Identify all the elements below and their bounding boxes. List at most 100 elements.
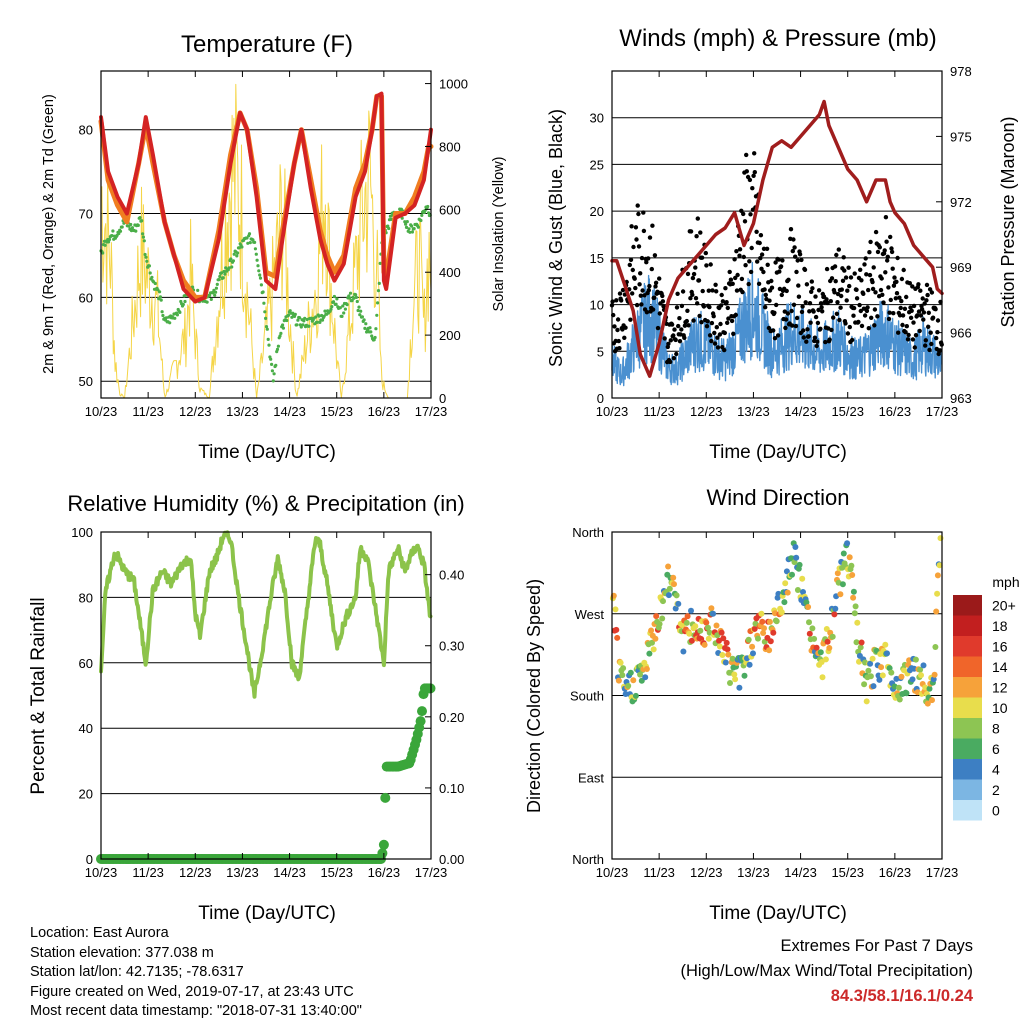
gust-point <box>894 291 900 296</box>
gust-point <box>878 287 884 293</box>
dewpoint-point <box>426 211 431 215</box>
gust-point <box>780 258 785 263</box>
direction-point <box>761 625 767 632</box>
gust-point <box>897 313 903 318</box>
gust-point <box>799 309 805 315</box>
y-tick-label: 70 <box>79 207 93 222</box>
legend-label: 8 <box>992 720 1000 736</box>
gust-point <box>718 303 724 308</box>
gust-point <box>644 310 650 315</box>
gust-point <box>631 244 636 250</box>
dewpoint-point <box>254 252 258 256</box>
dewpoint-point <box>301 323 305 327</box>
gust-point <box>640 288 645 293</box>
dewpoint-point <box>266 337 270 341</box>
dewpoint-point <box>404 225 409 229</box>
dewpoint-point <box>145 259 149 263</box>
gust-point <box>778 264 784 269</box>
dewpoint-point <box>205 300 209 304</box>
direction-point <box>773 618 780 625</box>
direction-point <box>708 605 715 612</box>
dewpoint-point <box>314 315 318 319</box>
direction-point <box>909 676 916 683</box>
gust-point <box>901 267 906 273</box>
dewpoint-point <box>209 297 213 301</box>
gust-point <box>873 229 879 235</box>
dewpoint-point <box>221 276 225 280</box>
dewpoint-point <box>307 324 311 328</box>
gust-point <box>795 258 800 263</box>
direction-point <box>705 635 712 642</box>
x-tick-label: 13/23 <box>226 404 259 419</box>
gust-point <box>612 324 617 329</box>
gust-point <box>910 337 916 342</box>
direction-point <box>926 685 933 692</box>
direction-point <box>719 652 726 658</box>
dewpoint-point <box>101 251 105 255</box>
direction-point <box>794 587 801 593</box>
y-tick-label: 60 <box>79 290 93 305</box>
direction-point <box>840 550 847 557</box>
gust-point <box>916 282 921 287</box>
gust-point <box>928 330 933 335</box>
y2-tick-label: 0.10 <box>439 781 464 796</box>
gust-point <box>838 305 843 310</box>
dewpoint-point <box>118 229 123 233</box>
x-tick-label: 15/23 <box>320 865 353 880</box>
gust-point <box>740 289 745 295</box>
gust-point <box>734 288 740 293</box>
dewpoint-point <box>214 290 218 294</box>
gust-point <box>630 267 635 273</box>
x-tick-label: 10/23 <box>596 404 629 419</box>
direction-point <box>627 669 634 676</box>
direction-point <box>829 633 836 640</box>
gust-point <box>632 276 637 281</box>
gust-point <box>619 298 624 303</box>
gust-point <box>744 169 749 174</box>
gust-point <box>816 288 822 293</box>
gust-point <box>837 317 842 323</box>
gust-point <box>779 292 784 298</box>
gust-point <box>872 307 878 312</box>
dewpoint-point <box>348 296 352 300</box>
dewpoint-point <box>130 226 134 230</box>
gust-point <box>885 258 890 263</box>
gust-point <box>756 281 762 286</box>
gust-point <box>870 286 876 292</box>
gust-point <box>725 305 730 311</box>
dewpoint-point <box>352 296 356 300</box>
gust-point <box>701 304 707 309</box>
gust-point <box>801 335 806 340</box>
direction-point <box>617 659 624 666</box>
gust-point <box>749 245 754 251</box>
dewpoint-point <box>153 281 157 286</box>
x-tick-label: 14/23 <box>784 865 817 880</box>
direction-point <box>817 649 824 656</box>
dewpoint-point <box>354 295 358 299</box>
direction-point <box>884 650 890 657</box>
dewpoint-point <box>404 222 408 226</box>
dewpoint-point <box>375 313 379 317</box>
direction-point <box>720 635 727 642</box>
gust-point <box>620 287 626 293</box>
gust-point <box>660 293 665 299</box>
dewpoint-point <box>138 216 142 220</box>
gust-point <box>881 300 886 305</box>
gust-point <box>927 287 933 292</box>
y-tick-label: North <box>572 852 604 867</box>
dewpoint-point <box>416 225 420 229</box>
gust-point <box>685 308 690 313</box>
gust-point <box>719 292 724 298</box>
direction-point <box>684 613 691 620</box>
direction-point <box>882 641 889 648</box>
gust-point <box>799 257 804 263</box>
gust-point <box>696 278 702 283</box>
direction-point <box>625 682 632 689</box>
x-tick-label: 13/23 <box>737 404 770 419</box>
gust-point <box>908 315 914 320</box>
dewpoint-point <box>345 303 349 307</box>
dewpoint-point <box>285 318 289 323</box>
dewpoint-point <box>267 343 271 347</box>
gust-point <box>668 338 673 343</box>
gust-point <box>923 338 928 343</box>
